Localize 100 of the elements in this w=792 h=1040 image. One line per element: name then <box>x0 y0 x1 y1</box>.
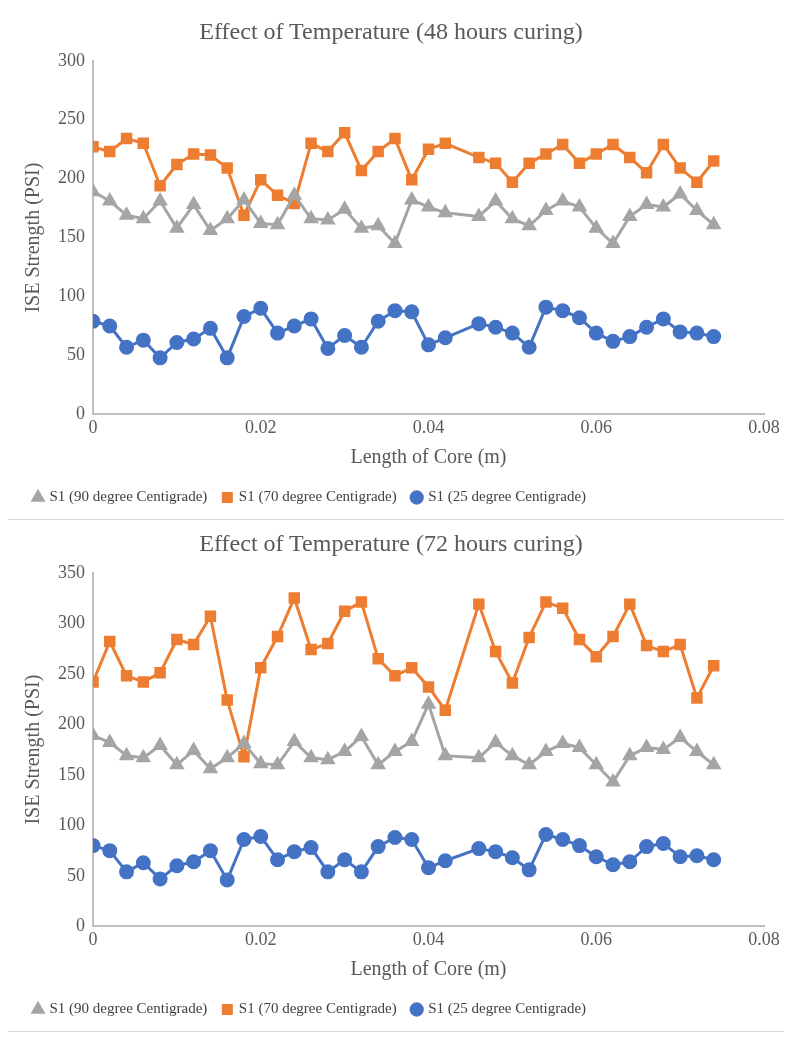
point <box>119 748 134 761</box>
point <box>321 212 335 225</box>
point <box>505 748 520 761</box>
point <box>689 325 705 341</box>
point <box>103 193 117 206</box>
point <box>135 332 151 348</box>
point <box>689 848 705 864</box>
point <box>219 872 235 888</box>
x-tick-label: 0.08 <box>748 416 780 437</box>
point <box>370 313 386 329</box>
point <box>405 662 418 674</box>
y-tick-label: 350 <box>58 561 85 582</box>
point <box>237 192 251 205</box>
point <box>672 324 688 340</box>
point <box>707 155 720 167</box>
point <box>220 750 234 763</box>
point <box>488 193 503 206</box>
legend-label: S1 (90 degree Centigrade) <box>49 488 208 506</box>
point <box>119 207 134 220</box>
point <box>556 736 570 749</box>
point <box>387 830 403 845</box>
point <box>354 220 369 233</box>
point <box>187 148 200 160</box>
point <box>590 148 602 160</box>
point <box>522 218 536 231</box>
point <box>572 740 587 753</box>
point <box>355 596 368 608</box>
point <box>555 303 571 319</box>
point <box>137 137 150 150</box>
x-tick-label: 0.02 <box>245 416 277 437</box>
point <box>337 744 352 757</box>
point <box>387 303 403 319</box>
point <box>353 339 369 355</box>
point <box>255 174 267 186</box>
point <box>673 186 687 199</box>
x-tick-label: 0.06 <box>580 416 612 437</box>
point <box>421 696 436 709</box>
point <box>186 854 202 870</box>
y-tick-label: 200 <box>58 713 85 734</box>
point <box>202 320 218 336</box>
point <box>622 854 638 870</box>
point <box>353 864 369 880</box>
point <box>422 681 435 693</box>
point <box>405 734 419 747</box>
point <box>270 217 285 230</box>
point <box>219 350 235 366</box>
point <box>253 828 269 844</box>
point <box>186 197 201 210</box>
point <box>640 639 653 652</box>
point <box>220 211 234 224</box>
point <box>421 860 436 876</box>
point <box>605 333 621 349</box>
legend-label: S1 (25 degree Centigrade) <box>428 488 587 506</box>
point <box>673 729 687 742</box>
point <box>607 138 619 151</box>
point <box>438 205 452 218</box>
point <box>555 832 571 848</box>
point <box>137 676 150 688</box>
point <box>690 744 704 757</box>
point <box>169 858 185 874</box>
point <box>254 756 268 769</box>
point <box>388 744 402 757</box>
point <box>203 223 218 236</box>
point <box>439 704 452 716</box>
point <box>152 350 168 366</box>
point <box>706 329 722 345</box>
point <box>473 598 485 610</box>
point <box>171 158 183 171</box>
point <box>624 151 636 164</box>
point <box>405 192 419 205</box>
point <box>589 757 603 770</box>
point <box>656 742 671 755</box>
point <box>372 145 384 158</box>
y-tick-label: 150 <box>58 763 85 784</box>
point <box>589 220 603 233</box>
y-tick-label: 50 <box>67 344 85 365</box>
point <box>221 694 233 706</box>
point <box>590 650 602 663</box>
y-axis-title: ISE Strength (PSI) <box>21 162 45 313</box>
point <box>102 318 118 334</box>
point <box>521 862 537 878</box>
y-tick-label: 250 <box>58 662 85 683</box>
point <box>521 339 537 355</box>
point <box>389 670 401 682</box>
point <box>472 750 486 763</box>
y-tick-label: 200 <box>58 167 85 188</box>
point <box>706 757 721 770</box>
point <box>271 630 284 643</box>
point <box>588 849 604 865</box>
point <box>170 757 184 770</box>
point <box>270 325 286 341</box>
point <box>473 151 485 164</box>
point <box>320 340 336 356</box>
point <box>388 235 402 248</box>
legend-label: S1 (25 degree Centigrade) <box>428 1000 587 1018</box>
point <box>573 633 586 646</box>
point <box>655 836 671 852</box>
chart-title: Effect of Temperature (48 hours curing) <box>199 17 583 44</box>
point <box>657 645 670 658</box>
point <box>489 645 502 658</box>
